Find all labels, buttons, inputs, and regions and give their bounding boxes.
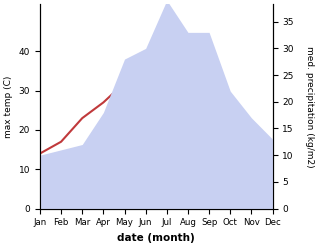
X-axis label: date (month): date (month)	[117, 233, 195, 243]
Y-axis label: med. precipitation (kg/m2): med. precipitation (kg/m2)	[305, 45, 314, 167]
Y-axis label: max temp (C): max temp (C)	[4, 75, 13, 138]
